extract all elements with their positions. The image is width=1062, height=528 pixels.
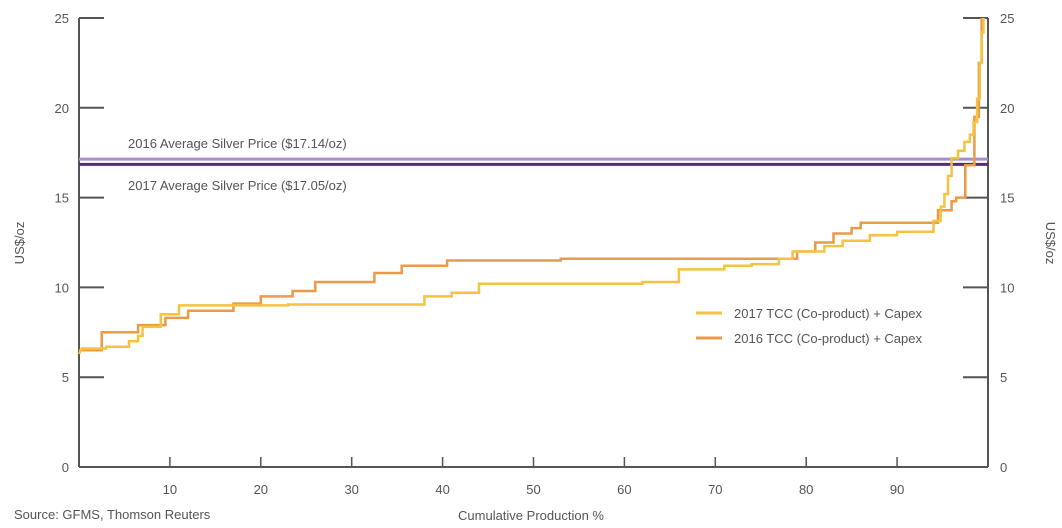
y-tick-label-left: 10 (55, 280, 69, 295)
series-line (79, 18, 983, 352)
x-tick-label: 70 (708, 482, 722, 497)
x-ticks: 10 20 30 40 50 60 70 80 90 (163, 457, 904, 497)
y-tick-label-right: 15 (1000, 191, 1014, 206)
y-axis-label-right: US$/oz (1043, 222, 1058, 265)
series-group (77, 18, 985, 355)
x-tick-label: 50 (526, 482, 540, 497)
x-tick-label: 40 (435, 482, 449, 497)
legend-label: 2016 TCC (Co-product) + Capex (734, 331, 922, 346)
x-tick-label: 60 (617, 482, 631, 497)
reference-line-label: 2017 Average Silver Price ($17.05/oz) (128, 178, 347, 193)
y-tick-label-right: 0 (1000, 460, 1007, 475)
x-tick-label: 80 (799, 482, 813, 497)
reference-lines: 2016 Average Silver Price ($17.14/oz) 201… (79, 136, 988, 193)
x-axis-label: Cumulative Production % (458, 508, 604, 523)
y-tick-label-right: 5 (1000, 370, 1007, 385)
y-axis-label-left: US$/oz (12, 222, 27, 265)
y-tick-label-right: 20 (1000, 101, 1014, 116)
x-tick-label: 10 (163, 482, 177, 497)
x-tick-label: 30 (344, 482, 358, 497)
y-tick-label-left: 25 (55, 11, 69, 26)
legend-label: 2017 TCC (Co-product) + Capex (734, 306, 922, 321)
y-tick-label-right: 10 (1000, 280, 1014, 295)
reference-line-label: 2016 Average Silver Price ($17.14/oz) (128, 136, 347, 151)
series-line (77, 18, 985, 355)
y-tick-label-left: 20 (55, 101, 69, 116)
x-tick-label: 90 (890, 482, 904, 497)
axes (78, 18, 989, 468)
x-tick-label: 20 (254, 482, 268, 497)
source-note: Source: GFMS, Thomson Reuters (14, 507, 211, 522)
y-tick-label-right: 25 (1000, 11, 1014, 26)
legend: 2017 TCC (Co-product) + Capex 2016 TCC (C… (696, 306, 922, 346)
y-tick-label-left: 5 (62, 370, 69, 385)
y-ticks: 0 0 5 5 10 10 15 15 20 20 25 25 (55, 11, 1015, 475)
y-tick-label-left: 15 (55, 191, 69, 206)
y-tick-label-left: 0 (62, 460, 69, 475)
